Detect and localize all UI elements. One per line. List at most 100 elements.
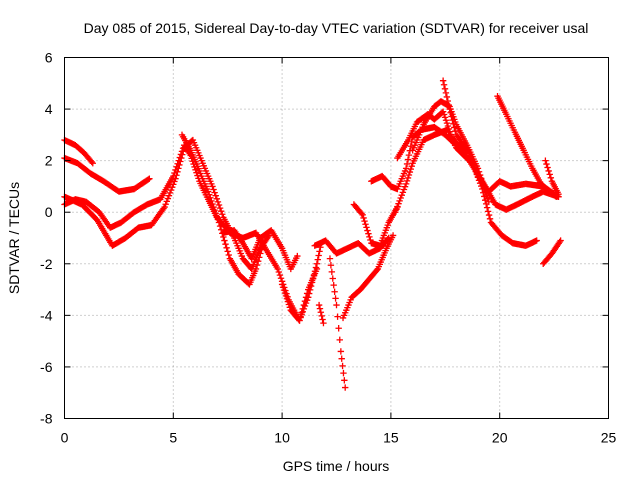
data-point xyxy=(302,294,310,301)
data-point xyxy=(213,213,221,220)
data-point xyxy=(440,111,448,118)
data-point xyxy=(332,295,339,302)
data-point xyxy=(315,252,322,259)
data-point xyxy=(336,336,343,344)
data-point xyxy=(172,175,179,182)
data-point xyxy=(300,301,308,309)
data-point xyxy=(475,168,483,175)
series-arc-17 xyxy=(439,77,471,154)
data-point xyxy=(208,197,215,205)
series-arc-8 xyxy=(315,301,327,327)
data-point xyxy=(329,275,336,282)
data-point xyxy=(89,160,96,167)
chart-title: Day 085 of 2015, Sidereal Day-to-day VTE… xyxy=(84,20,589,36)
data-point xyxy=(259,242,266,249)
data-point xyxy=(557,237,564,244)
data-point xyxy=(401,183,409,190)
data-point xyxy=(216,222,224,230)
data-point xyxy=(297,313,304,320)
x-tick-label: 10 xyxy=(274,430,290,446)
data-point xyxy=(173,172,180,179)
data-point xyxy=(442,117,450,124)
data-point xyxy=(366,233,373,241)
data-point xyxy=(278,281,286,288)
data-point xyxy=(447,109,454,116)
data-point xyxy=(253,261,261,269)
data-point xyxy=(338,355,345,362)
data-point xyxy=(444,122,452,130)
data-point xyxy=(274,265,281,273)
data-point xyxy=(445,125,453,133)
grid-lines xyxy=(64,57,609,419)
data-point xyxy=(407,143,414,150)
data-point xyxy=(206,191,213,198)
x-tick-label: 15 xyxy=(383,430,399,446)
data-point xyxy=(165,192,173,199)
data-point xyxy=(394,203,401,210)
axis-ticks: 0 5 10 15 20 25 -8 -6 -4 -2 0 2 4 6 xyxy=(40,50,616,446)
data-point xyxy=(328,268,336,276)
data-point xyxy=(446,105,453,113)
data-point xyxy=(224,248,231,255)
data-point xyxy=(213,195,221,203)
series-arc-10 xyxy=(311,234,392,257)
data-point xyxy=(204,188,212,195)
data-point xyxy=(486,215,494,223)
series-arc-9 xyxy=(326,255,349,391)
data-point xyxy=(341,377,348,384)
data-point xyxy=(223,244,230,251)
data-point xyxy=(256,254,263,261)
data-point xyxy=(478,175,485,182)
data-point xyxy=(393,206,400,213)
data-point xyxy=(284,298,292,305)
data-point xyxy=(335,325,342,332)
data-point xyxy=(476,171,484,179)
data-point xyxy=(330,281,337,289)
series-arc-11 xyxy=(339,232,397,322)
data-point xyxy=(365,230,372,237)
data-point xyxy=(449,116,456,124)
data-point xyxy=(281,289,289,297)
data-point xyxy=(358,210,365,217)
data-point xyxy=(543,160,550,168)
data-point xyxy=(408,162,415,170)
data-point xyxy=(209,200,216,208)
data-point xyxy=(179,151,186,158)
x-tick-label: 20 xyxy=(492,430,508,446)
data-point xyxy=(546,171,553,178)
y-tick-label: 0 xyxy=(45,204,53,220)
data-point xyxy=(225,251,232,259)
data-point xyxy=(484,208,492,215)
data-point xyxy=(286,304,294,311)
data-point xyxy=(211,189,218,196)
data-point xyxy=(327,262,335,269)
data-point xyxy=(364,227,371,234)
data-point xyxy=(443,93,451,101)
data-point xyxy=(315,301,323,309)
data-point xyxy=(301,297,309,305)
data-point xyxy=(170,181,177,188)
data-point xyxy=(166,189,174,197)
data-point xyxy=(448,113,455,120)
data-point xyxy=(257,250,264,257)
data-point xyxy=(210,186,217,193)
data-point xyxy=(359,211,366,218)
data-point xyxy=(217,207,225,215)
data-point xyxy=(480,181,487,189)
data-point xyxy=(439,108,447,115)
data-point xyxy=(398,191,405,199)
data-point xyxy=(164,195,172,202)
data-point xyxy=(178,154,185,162)
data-point xyxy=(209,183,216,190)
data-point xyxy=(318,312,325,320)
data-point xyxy=(342,384,349,391)
data-point xyxy=(212,210,219,217)
data-point xyxy=(303,290,311,297)
data-point xyxy=(167,186,175,194)
data-point xyxy=(180,147,187,155)
data-point xyxy=(446,128,454,135)
data-point xyxy=(279,284,287,291)
x-tick-label: 5 xyxy=(169,430,177,446)
data-point xyxy=(445,101,452,109)
